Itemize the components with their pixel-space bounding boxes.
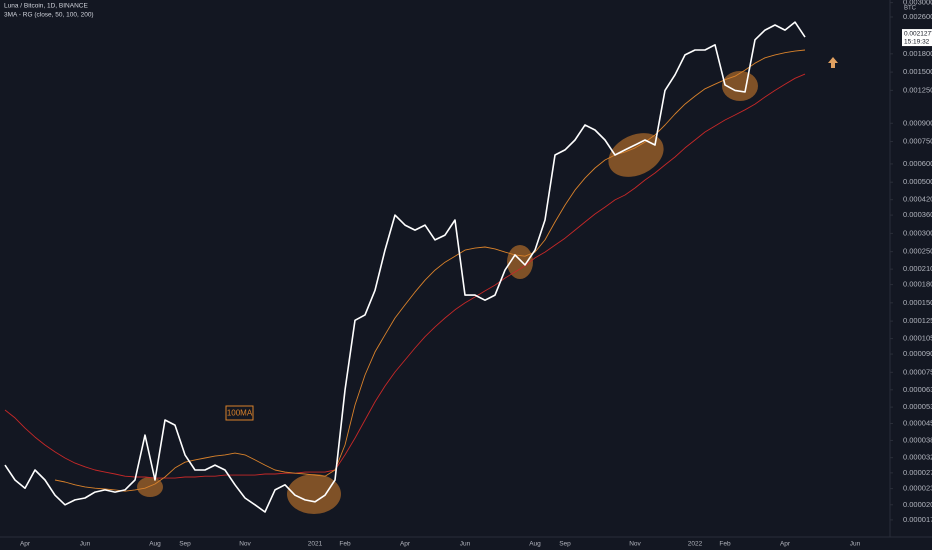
x-tick-label: Feb	[719, 541, 731, 548]
highlights	[137, 71, 758, 514]
x-tick-label: Sep	[179, 541, 191, 548]
highlight	[608, 133, 664, 177]
x-tick-label: 2022	[688, 541, 703, 548]
ma-line	[54, 49, 806, 492]
y-tick-label: 0.0001250	[903, 316, 932, 325]
x-tick-label: Sep	[559, 541, 571, 548]
x-tick-label: 2021	[308, 541, 323, 548]
chart-title: Luna / Bitcoin, 1D, BINANCE	[4, 3, 88, 10]
x-tick-label: Apr	[780, 541, 791, 548]
y-tick-label: 0.0006000	[903, 159, 932, 168]
y-tick-label: 0.0001500	[903, 298, 932, 307]
y-tick-label: 0.0005000	[903, 177, 932, 186]
x-tick-label: Feb	[339, 541, 351, 548]
x-tick-label: Apr	[400, 541, 411, 548]
arrow-up	[828, 57, 838, 68]
x-tick-label: Jun	[80, 541, 91, 548]
x-tick-label: Nov	[239, 541, 251, 548]
y-tick-label: 0.0018000	[903, 49, 932, 58]
y-tick-label: 0.0000630	[903, 385, 932, 394]
y-tick-label: 0.0000380	[903, 435, 932, 444]
y-tick-label: 0.0003600	[903, 210, 932, 219]
highlight	[507, 245, 533, 279]
indicator-legend: 3MA - RG (close, 50, 100, 200)	[4, 12, 94, 19]
last-price-label: 0.0021277	[904, 30, 932, 37]
highlight	[722, 71, 758, 101]
y-tick-label: 0.0000200	[903, 500, 932, 509]
x-tick-label: Aug	[529, 541, 541, 548]
y-tick-label: 0.0015000	[903, 67, 932, 76]
x-tick-label: Apr	[20, 541, 31, 548]
annotation-box	[225, 405, 254, 421]
y-tick-label: 0.0012500	[903, 85, 932, 94]
x-tick-label: Jun	[460, 541, 471, 548]
y-tick-label: 0.0030000	[903, 0, 932, 7]
x-tick-label: Nov	[629, 541, 641, 548]
y-tick-label: 0.0002100	[903, 264, 932, 273]
y-tick-label: 0.0001050	[903, 334, 932, 343]
y-tick-label: 0.0007500	[903, 137, 932, 146]
highlight	[287, 474, 341, 514]
y-tick-label: 0.0003000	[903, 228, 932, 237]
y-tick-label: 0.0000530	[903, 402, 932, 411]
ma-line	[4, 73, 806, 479]
y-tick-label: 0.0000750	[903, 367, 932, 376]
y-tick-label: 0.0000450	[903, 418, 932, 427]
y-tick-label: 0.0026000	[903, 12, 932, 21]
x-tick-label: Jun	[850, 541, 861, 548]
annotation: 100MA	[227, 409, 253, 418]
y-tick-label: 0.0009000	[903, 118, 932, 127]
last-price-box	[902, 29, 932, 47]
highlight	[137, 477, 163, 497]
y-axis-label: BTC	[904, 6, 917, 12]
y-tick-label: 0.0001800	[903, 280, 932, 289]
y-tick-label: 0.0004200	[903, 195, 932, 204]
x-tick-label: Aug	[149, 541, 161, 548]
price-line	[4, 21, 806, 513]
y-tick-label: 0.0000235	[903, 484, 932, 493]
y-tick-label: 0.0000900	[903, 349, 932, 358]
y-tick-label: 0.0000172	[903, 515, 932, 524]
countdown: 15:19:32	[904, 38, 930, 45]
y-tick-label: 0.0000275	[903, 468, 932, 477]
y-tick-label: 0.0000320	[903, 453, 932, 462]
y-tick-label: 0.0002500	[903, 247, 932, 256]
